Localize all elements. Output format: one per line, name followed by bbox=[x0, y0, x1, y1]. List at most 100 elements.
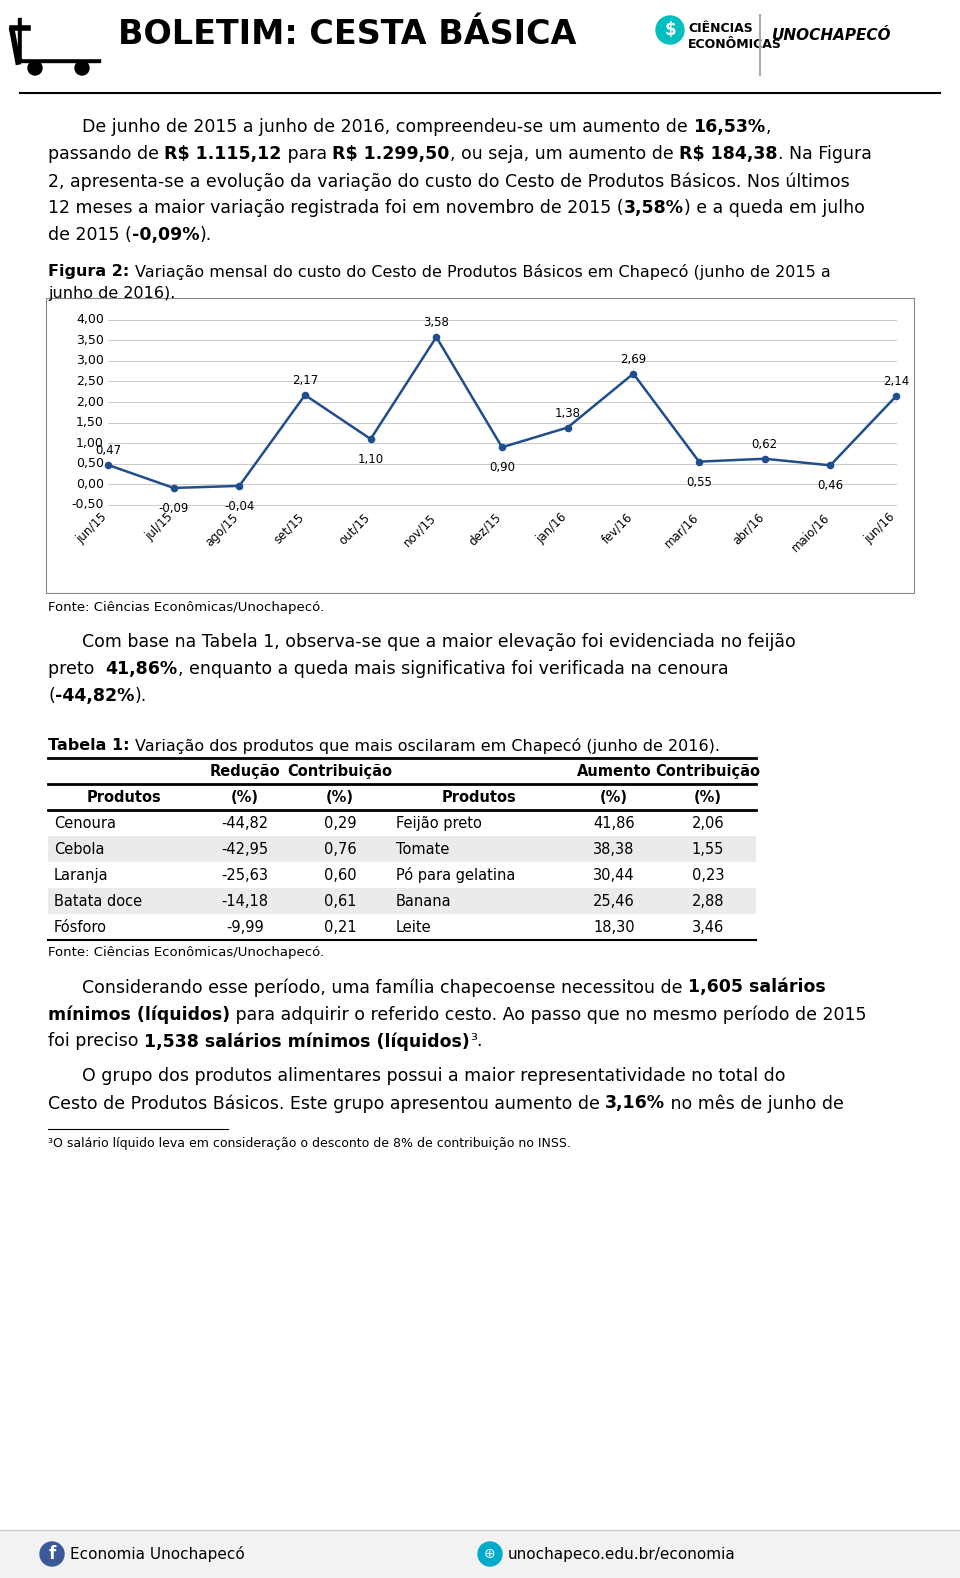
Text: Cesto de Produtos Básicos. Este grupo apresentou aumento de: Cesto de Produtos Básicos. Este grupo ap… bbox=[48, 1094, 606, 1112]
Text: Fonte: Ciências Econômicas/Unochapecó.: Fonte: Ciências Econômicas/Unochapecó. bbox=[48, 601, 324, 614]
Text: ago/15: ago/15 bbox=[204, 511, 241, 549]
Text: Contribuição: Contribuição bbox=[287, 764, 393, 778]
Text: Tomate: Tomate bbox=[396, 841, 449, 857]
Text: 3,50: 3,50 bbox=[76, 335, 104, 347]
Bar bbox=[48, 836, 756, 862]
Text: jan/16: jan/16 bbox=[534, 511, 569, 546]
Polygon shape bbox=[18, 17, 100, 62]
Text: 2,14: 2,14 bbox=[883, 376, 909, 388]
Text: O grupo dos produtos alimentares possui a maior representatividade no total do: O grupo dos produtos alimentares possui … bbox=[82, 1067, 785, 1086]
Text: 41,86%: 41,86% bbox=[106, 660, 178, 679]
Point bbox=[823, 453, 838, 478]
Text: 1,50: 1,50 bbox=[76, 417, 104, 429]
Text: 2, apresenta-se a evolução da variação do custo do Cesto de Produtos Básicos. No: 2, apresenta-se a evolução da variação d… bbox=[48, 172, 850, 191]
Text: 25,46: 25,46 bbox=[593, 893, 635, 909]
Bar bbox=[46, 298, 914, 593]
Text: 0,90: 0,90 bbox=[489, 461, 515, 475]
Text: -42,95: -42,95 bbox=[222, 841, 269, 857]
Text: 30,44: 30,44 bbox=[593, 868, 635, 882]
Text: 12 meses a maior variação registrada foi em novembro de 2015 (: 12 meses a maior variação registrada foi… bbox=[48, 199, 623, 218]
Text: 2,50: 2,50 bbox=[76, 376, 104, 388]
Text: Contribuição: Contribuição bbox=[656, 764, 760, 778]
Text: Aumento: Aumento bbox=[577, 764, 651, 778]
Text: 1,10: 1,10 bbox=[358, 453, 384, 466]
Text: 0,23: 0,23 bbox=[692, 868, 724, 882]
Text: Batata doce: Batata doce bbox=[54, 893, 142, 909]
Text: Cebola: Cebola bbox=[54, 841, 105, 857]
Text: CIÊNCIAS
ECONÔMICAS: CIÊNCIAS ECONÔMICAS bbox=[688, 22, 781, 50]
Text: 3,46: 3,46 bbox=[692, 920, 724, 934]
Text: 3,16%: 3,16% bbox=[606, 1094, 665, 1112]
Point bbox=[888, 383, 903, 409]
Text: 0,46: 0,46 bbox=[817, 480, 844, 492]
Text: para: para bbox=[282, 145, 332, 163]
Bar bbox=[48, 888, 756, 914]
Text: -0,50: -0,50 bbox=[71, 499, 104, 511]
Text: (%): (%) bbox=[231, 789, 259, 805]
Text: Economia Unochapecó: Economia Unochapecó bbox=[70, 1546, 245, 1562]
Text: jun/15: jun/15 bbox=[75, 511, 110, 546]
Text: (%): (%) bbox=[694, 789, 722, 805]
Text: 2,88: 2,88 bbox=[692, 893, 724, 909]
Text: 18,30: 18,30 bbox=[593, 920, 635, 934]
Text: Fonte: Ciências Econômicas/Unochapecó.: Fonte: Ciências Econômicas/Unochapecó. bbox=[48, 947, 324, 959]
Bar bbox=[0, 1531, 960, 1578]
Text: jun/16: jun/16 bbox=[862, 511, 898, 546]
Text: preto: preto bbox=[48, 660, 106, 679]
Text: Redução: Redução bbox=[209, 764, 280, 778]
Text: ,: , bbox=[765, 118, 771, 136]
Text: , enquanto a queda mais significativa foi verificada na cenoura: , enquanto a queda mais significativa fo… bbox=[178, 660, 728, 679]
Text: -0,04: -0,04 bbox=[224, 500, 254, 513]
Text: (%): (%) bbox=[326, 789, 354, 805]
Text: Produtos: Produtos bbox=[86, 789, 161, 805]
Text: $: $ bbox=[664, 21, 676, 39]
Point bbox=[626, 361, 641, 387]
Point bbox=[101, 453, 115, 478]
Text: Fósforo: Fósforo bbox=[54, 920, 107, 934]
Text: foi preciso: foi preciso bbox=[48, 1032, 144, 1049]
Text: -9,99: -9,99 bbox=[227, 920, 264, 934]
Text: 2,17: 2,17 bbox=[292, 374, 318, 387]
Circle shape bbox=[40, 1542, 64, 1565]
Polygon shape bbox=[22, 14, 104, 58]
Text: 1,00: 1,00 bbox=[76, 437, 104, 450]
Text: 0,61: 0,61 bbox=[324, 893, 356, 909]
Text: 1,605 salários: 1,605 salários bbox=[688, 978, 826, 996]
Text: fev/16: fev/16 bbox=[600, 511, 636, 546]
Text: -0,09: -0,09 bbox=[158, 502, 189, 514]
Circle shape bbox=[478, 1542, 502, 1565]
Text: 2,00: 2,00 bbox=[76, 396, 104, 409]
Circle shape bbox=[75, 62, 89, 76]
Point bbox=[691, 450, 707, 475]
Text: Figura 2:: Figura 2: bbox=[48, 264, 134, 279]
Text: -25,63: -25,63 bbox=[222, 868, 269, 882]
Text: Tabela 1:: Tabela 1: bbox=[48, 739, 135, 753]
Text: (: ( bbox=[48, 686, 55, 705]
Text: UNOCHAPECÓ: UNOCHAPECÓ bbox=[772, 27, 892, 43]
Text: 0,76: 0,76 bbox=[324, 841, 356, 857]
Text: R$ 1.299,50: R$ 1.299,50 bbox=[332, 145, 450, 163]
Text: 0,47: 0,47 bbox=[95, 443, 121, 458]
Text: 0,00: 0,00 bbox=[76, 478, 104, 491]
Text: 38,38: 38,38 bbox=[593, 841, 635, 857]
Text: 1,55: 1,55 bbox=[692, 841, 724, 857]
Text: De junho de 2015 a junho de 2016, compreendeu-se um aumento de: De junho de 2015 a junho de 2016, compre… bbox=[82, 118, 693, 136]
Point bbox=[560, 415, 575, 440]
Text: ³O salário líquido leva em consideração o desconto de 8% de contribuição no INSS: ³O salário líquido leva em consideração … bbox=[48, 1138, 571, 1150]
Text: dez/15: dez/15 bbox=[467, 511, 504, 548]
Text: 0,21: 0,21 bbox=[324, 920, 356, 934]
Text: R$ 1.115,12: R$ 1.115,12 bbox=[164, 145, 282, 163]
Text: 4,00: 4,00 bbox=[76, 314, 104, 327]
Text: ) e a queda em julho: ) e a queda em julho bbox=[684, 199, 864, 218]
Text: Produtos: Produtos bbox=[442, 789, 516, 805]
Text: Leite: Leite bbox=[396, 920, 432, 934]
Text: 0,60: 0,60 bbox=[324, 868, 356, 882]
Text: junho de 2016).: junho de 2016). bbox=[48, 286, 176, 301]
Text: 41,86: 41,86 bbox=[593, 816, 635, 830]
Text: Banana: Banana bbox=[396, 893, 451, 909]
Text: f: f bbox=[48, 1545, 56, 1562]
Text: 0,50: 0,50 bbox=[76, 458, 104, 470]
Bar bbox=[0, 0, 960, 90]
Point bbox=[231, 473, 247, 499]
Text: R$ 184,38: R$ 184,38 bbox=[679, 145, 778, 163]
